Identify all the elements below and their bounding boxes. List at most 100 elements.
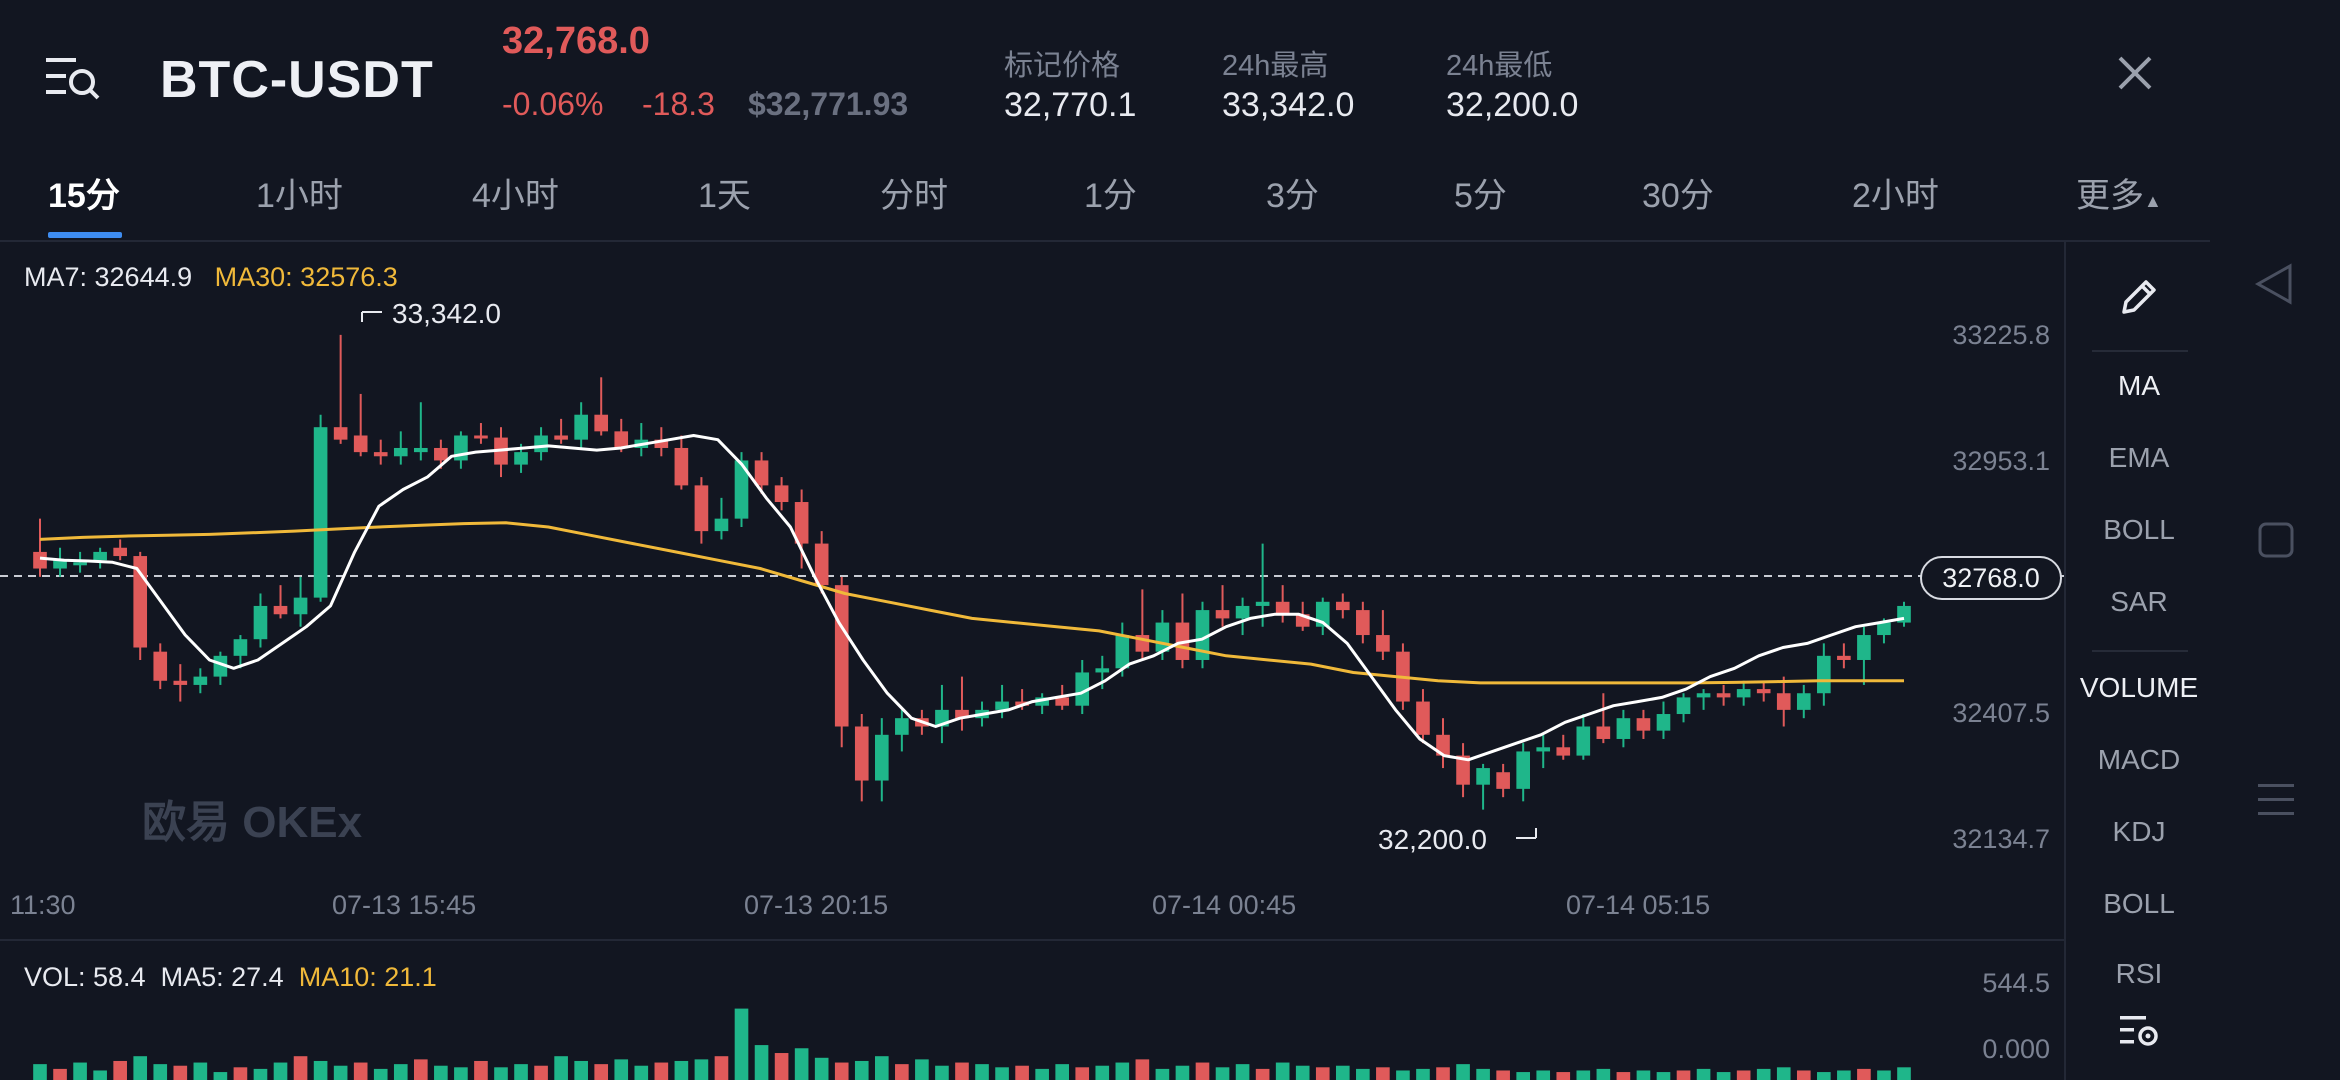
candle [1135,589,1150,660]
volume-bar [1837,1070,1851,1080]
candle [1556,734,1571,760]
volume-bar [734,1008,749,1080]
volume-bar [353,1062,368,1080]
volume-bar [1055,1064,1070,1080]
volume-bar [1095,1065,1110,1080]
volume-bar [514,1064,528,1080]
volume-bar [1015,1065,1029,1080]
volume-bar [253,1068,268,1080]
candle [1857,626,1871,685]
candles [33,334,1911,810]
indicator-macd[interactable]: MACD [2097,744,2181,775]
candle [293,576,308,627]
tab-3m[interactable]: 3分 [1266,177,1319,215]
volume-bar [1255,1068,1270,1080]
volume-bar [153,1064,168,1080]
volume-bar [794,1048,809,1080]
indicator-boll-sub[interactable]: BOLL [2103,888,2175,919]
ma7-value: MA7: 32644.9 [24,262,193,292]
candle [1736,680,1751,706]
home-square-icon[interactable] [2258,522,2294,558]
candle [33,518,47,577]
candle [935,684,949,744]
volume-bar [1396,1070,1410,1080]
high-24h-value: 33,342.0 [1222,86,1355,124]
menu-search-icon[interactable] [46,52,100,104]
volume-bar [1356,1068,1370,1080]
volume-bar [53,1068,67,1080]
tab-1h[interactable]: 1小时 [256,177,343,215]
candle [1496,763,1510,798]
volume-bar [935,1065,949,1080]
ma-legend: MA7: 32644.9 MA30: 32576.3 [24,262,398,293]
tab-5m[interactable]: 5分 [1454,177,1507,215]
volume-bar [1295,1065,1310,1080]
volume-bar [393,1064,408,1080]
close-icon[interactable] [2112,50,2158,96]
candle [333,334,348,444]
vol-ma10-value: MA10: 21.1 [298,962,437,992]
volume-bar [995,1067,1009,1080]
tab-1d[interactable]: 1天 [698,177,751,215]
candle [1636,709,1651,739]
candle [1175,593,1190,669]
candlestick-chart[interactable] [0,242,2064,1080]
volume-tick: 544.5 [1982,968,2050,998]
candle [93,547,107,569]
volume-bar [654,1062,669,1080]
candle [393,431,408,465]
candle [494,427,508,478]
volume-bar [1656,1072,1671,1080]
volume-bar [474,1060,488,1080]
indicator-rsi[interactable]: RSI [2115,958,2163,984]
volume-bar [1516,1072,1530,1080]
candle [193,668,208,694]
volume-bar [313,1060,328,1080]
candle [1476,763,1490,810]
candle [1436,718,1450,769]
volume-bar [434,1065,448,1080]
tab-timeline[interactable]: 分时 [880,177,948,215]
ma7-line [39,434,1905,762]
volume-bar [1716,1072,1731,1080]
tab-4h[interactable]: 4小时 [472,177,559,215]
volume-bar [1456,1064,1470,1080]
indicator-volume[interactable]: VOLUME [2079,672,2199,703]
tab-more[interactable]: 更多▲ [2076,168,2162,217]
low-24h-value: 32,200.0 [1446,86,1579,124]
menu-lines-icon[interactable] [2258,784,2294,815]
candle [1656,701,1671,739]
indicator-settings-icon[interactable] [2118,1012,2160,1050]
volume-bar [1436,1067,1450,1080]
volume-bar [1696,1068,1711,1080]
volume-bar [1155,1068,1170,1080]
volume-bar [634,1065,649,1080]
indicator-boll[interactable]: BOLL [2103,514,2175,545]
price-tick: 32953.1 [1952,446,2050,476]
candle [955,676,969,731]
tab-2h[interactable]: 2小时 [1852,177,1939,215]
back-triangle-icon[interactable] [2254,263,2292,305]
tab-1m[interactable]: 1分 [1084,177,1137,215]
trading-pair-title[interactable]: BTC-USDT [160,51,434,109]
indicator-ema[interactable]: EMA [2108,442,2170,473]
indicator-kdj[interactable]: KDJ [2112,816,2166,847]
indicator-sar[interactable]: SAR [2110,586,2168,617]
candle [53,547,67,577]
candle [173,664,188,702]
volume-bar [1616,1072,1631,1080]
tab-30m[interactable]: 30分 [1642,177,1714,215]
candle [1716,684,1731,706]
indicator-ma[interactable]: MA [2118,370,2160,401]
volume-bar [454,1067,468,1080]
volume-bar [1195,1062,1210,1080]
pencil-icon[interactable] [2116,274,2162,320]
candle [1035,693,1049,715]
volume-bar [674,1060,689,1080]
volume-bar [333,1065,348,1080]
tab-15m[interactable]: 15分 [48,177,120,215]
volume-bar [73,1062,87,1080]
volume-bar [1796,1070,1811,1080]
candle [313,414,328,602]
candle [1215,585,1230,627]
